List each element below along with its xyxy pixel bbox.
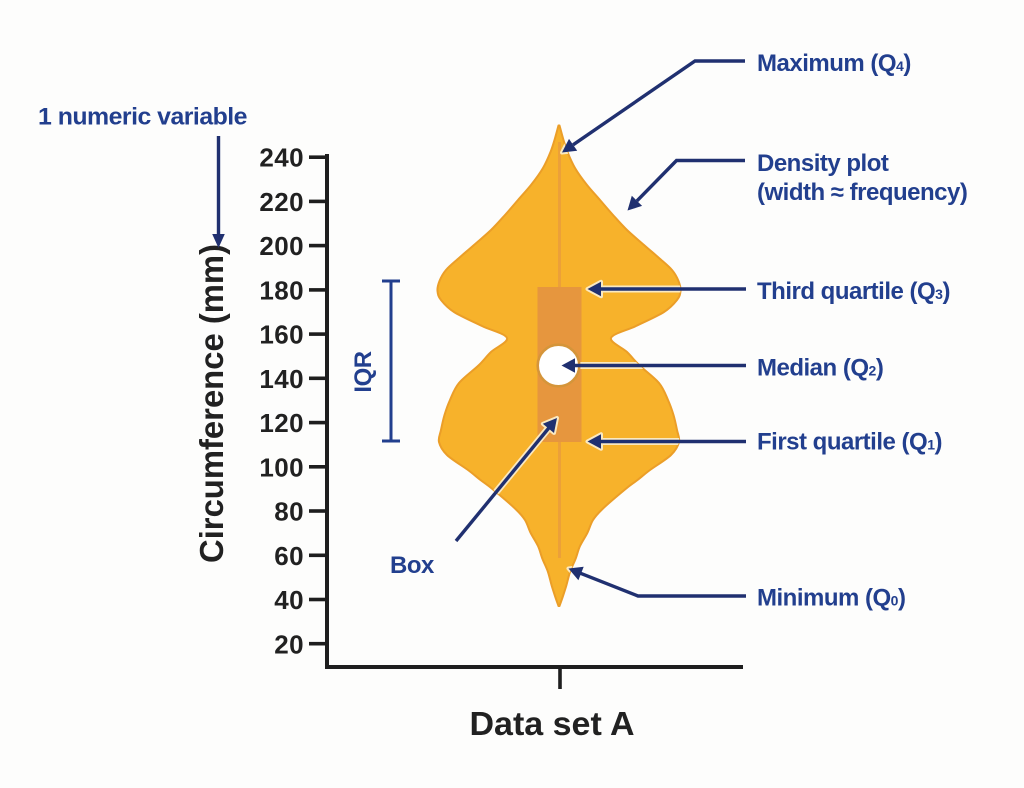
svg-text:140: 140 xyxy=(259,364,304,394)
svg-text:Circumference (mm): Circumference (mm) xyxy=(193,244,230,563)
svg-text:100: 100 xyxy=(259,452,304,482)
svg-text:Density plot: Density plot xyxy=(757,150,889,177)
svg-text:First quartile (Q1): First quartile (Q1) xyxy=(757,429,942,456)
svg-text:Box: Box xyxy=(390,552,435,579)
svg-text:1 numeric variable: 1 numeric variable xyxy=(38,104,247,131)
svg-text:Median (Q2): Median (Q2) xyxy=(757,355,883,382)
svg-text:220: 220 xyxy=(259,187,304,217)
svg-text:60: 60 xyxy=(274,541,304,571)
svg-text:40: 40 xyxy=(274,585,304,615)
svg-text:160: 160 xyxy=(259,320,304,350)
svg-text:80: 80 xyxy=(274,497,304,527)
svg-text:Data set A: Data set A xyxy=(470,705,635,742)
svg-text:Third quartile (Q3): Third quartile (Q3) xyxy=(757,278,950,305)
svg-text:IQR: IQR xyxy=(350,351,377,392)
svg-text:240: 240 xyxy=(259,143,304,173)
svg-text:200: 200 xyxy=(259,231,304,261)
svg-text:180: 180 xyxy=(259,275,304,305)
svg-text:120: 120 xyxy=(259,408,304,438)
svg-text:Minimum (Q0): Minimum (Q0) xyxy=(757,585,905,612)
svg-text:(width ≈ frequency): (width ≈ frequency) xyxy=(757,179,967,206)
svg-text:20: 20 xyxy=(274,629,304,659)
svg-text:Maximum (Q4): Maximum (Q4) xyxy=(757,50,911,77)
